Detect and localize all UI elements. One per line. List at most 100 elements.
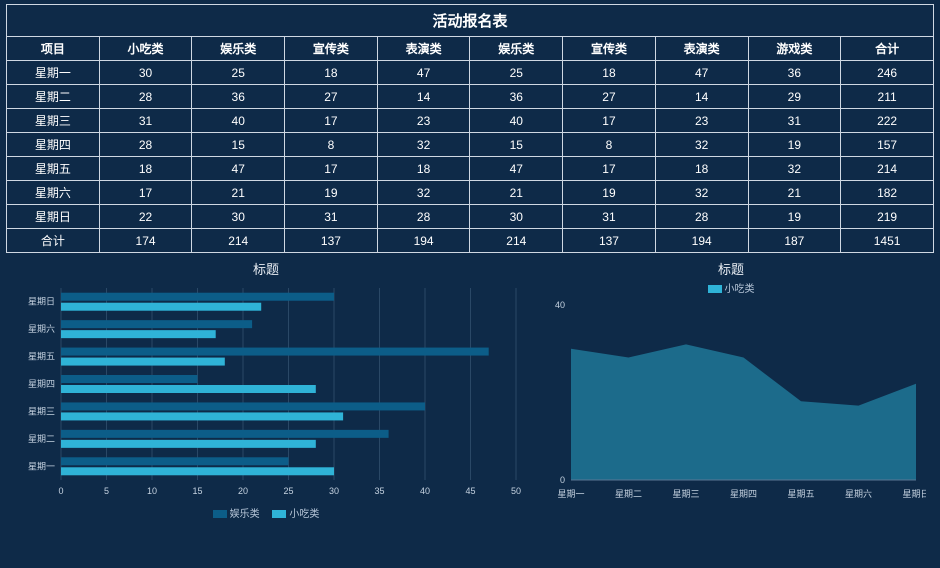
table-cell: 137 [563,229,656,253]
table-cell: 星期四 [7,133,100,157]
table-cell: 14 [655,85,748,109]
table-cell: 137 [285,229,378,253]
table-cell: 214 [192,229,285,253]
table-cell: 30 [192,205,285,229]
table-cell: 40 [192,109,285,133]
table-cell: 47 [192,157,285,181]
svg-text:45: 45 [465,486,475,496]
table-cell: 1451 [841,229,934,253]
table-header-cell: 小吃类 [99,37,192,61]
svg-text:星期六: 星期六 [28,323,55,334]
table-header-cell: 娱乐类 [192,37,285,61]
table-row: 合计1742141371942141371941871451 [7,229,934,253]
table-header-cell: 项目 [7,37,100,61]
table-cell: 星期日 [7,205,100,229]
table-cell: 47 [377,61,470,85]
table-cell: 219 [841,205,934,229]
data-table: 活动报名表 项目小吃类娱乐类宣传类表演类娱乐类宣传类表演类游戏类合计 星期一30… [6,4,934,253]
table-cell: 星期五 [7,157,100,181]
table-cell: 30 [470,205,563,229]
table-row: 星期四28158321583219157 [7,133,934,157]
svg-text:星期五: 星期五 [28,352,55,362]
table-row: 星期五1847171847171832214 [7,157,934,181]
table-cell: 222 [841,109,934,133]
svg-text:25: 25 [283,486,293,496]
table-cell: 40 [470,109,563,133]
svg-text:15: 15 [192,486,202,496]
table-cell: 23 [377,109,470,133]
bar-chart-title: 标题 [6,259,526,278]
table-cell: 18 [285,61,378,85]
table-header-row: 项目小吃类娱乐类宣传类表演类娱乐类宣传类表演类游戏类合计 [7,37,934,61]
table-cell: 31 [99,109,192,133]
table-cell: 27 [563,85,656,109]
table-cell: 17 [563,109,656,133]
bar-chart: 05101520253035404550星期日星期六星期五星期四星期三星期二星期… [6,280,526,500]
svg-text:5: 5 [104,486,109,496]
table-cell: 31 [748,109,841,133]
table-header-cell: 表演类 [655,37,748,61]
table-cell: 17 [99,181,192,205]
table-cell: 15 [192,133,285,157]
svg-text:0: 0 [560,475,565,485]
svg-text:星期三: 星期三 [672,489,699,499]
svg-text:星期一: 星期一 [28,461,55,471]
table-cell: 157 [841,133,934,157]
table-cell: 17 [285,109,378,133]
svg-text:40: 40 [420,486,430,496]
table-cell: 17 [563,157,656,181]
table-cell: 19 [748,133,841,157]
table-header-cell: 娱乐类 [470,37,563,61]
table-header-cell: 宣传类 [285,37,378,61]
table-cell: 36 [470,85,563,109]
table-cell: 18 [377,157,470,181]
table-header-cell: 合计 [841,37,934,61]
table-cell: 19 [748,205,841,229]
table-cell: 32 [655,181,748,205]
table-cell: 23 [655,109,748,133]
table-cell: 32 [748,157,841,181]
table-cell: 18 [563,61,656,85]
svg-text:40: 40 [555,300,565,310]
table-row: 星期二2836271436271429211 [7,85,934,109]
table-cell: 星期三 [7,109,100,133]
table-row: 星期日2230312830312819219 [7,205,934,229]
table-cell: 31 [285,205,378,229]
table-cell: 31 [563,205,656,229]
table-cell: 21 [192,181,285,205]
area-chart-title: 标题 [536,259,926,278]
table-cell: 47 [470,157,563,181]
table-cell: 星期一 [7,61,100,85]
svg-text:星期二: 星期二 [28,434,55,444]
svg-text:35: 35 [374,486,384,496]
svg-text:30: 30 [329,486,339,496]
table-cell: 194 [655,229,748,253]
table-row: 星期一3025184725184736246 [7,61,934,85]
table-cell: 29 [748,85,841,109]
svg-text:50: 50 [511,486,521,496]
area-chart: 040星期一星期二星期三星期四星期五星期六星期日 [536,295,926,505]
table-cell: 21 [748,181,841,205]
table-cell: 187 [748,229,841,253]
table-cell: 25 [470,61,563,85]
svg-text:20: 20 [238,486,248,496]
svg-text:星期三: 星期三 [28,406,55,416]
table-cell: 15 [470,133,563,157]
table-cell: 194 [377,229,470,253]
table-cell: 27 [285,85,378,109]
table-header-cell: 游戏类 [748,37,841,61]
table-cell: 211 [841,85,934,109]
table-cell: 星期六 [7,181,100,205]
svg-text:星期日: 星期日 [28,297,55,307]
svg-text:星期四: 星期四 [28,379,55,389]
svg-text:星期四: 星期四 [730,489,757,499]
table-cell: 22 [99,205,192,229]
svg-text:星期六: 星期六 [845,488,872,499]
svg-text:星期一: 星期一 [557,489,584,499]
table-header-cell: 宣传类 [563,37,656,61]
svg-text:10: 10 [147,486,157,496]
legend-label-2: 小吃类 [289,509,319,520]
table-cell: 32 [377,133,470,157]
table-cell: 174 [99,229,192,253]
table-cell: 19 [563,181,656,205]
